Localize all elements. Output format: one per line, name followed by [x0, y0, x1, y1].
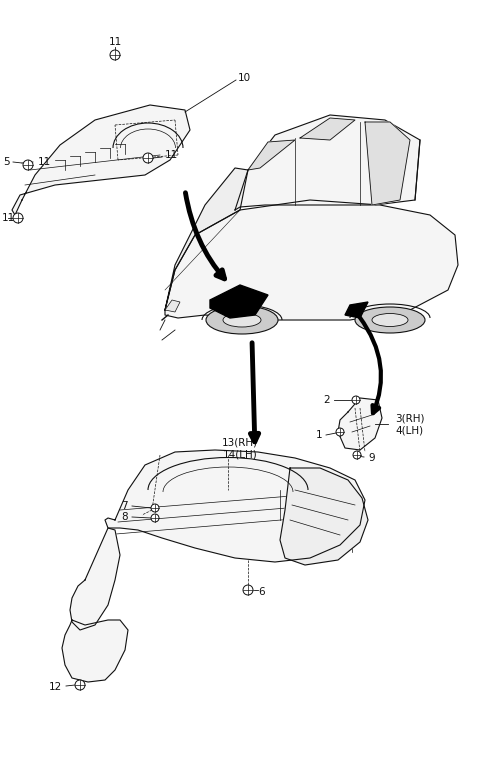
- Circle shape: [75, 680, 85, 690]
- Ellipse shape: [372, 314, 408, 326]
- Circle shape: [13, 213, 23, 223]
- Polygon shape: [248, 140, 295, 170]
- Text: 2: 2: [324, 395, 330, 405]
- Ellipse shape: [206, 306, 278, 334]
- Polygon shape: [210, 285, 268, 318]
- Text: 3(RH): 3(RH): [395, 413, 424, 423]
- Polygon shape: [280, 468, 368, 565]
- Text: 12: 12: [49, 682, 62, 692]
- Polygon shape: [70, 528, 120, 630]
- Polygon shape: [165, 300, 180, 312]
- Text: 11: 11: [2, 213, 15, 223]
- Polygon shape: [345, 302, 368, 318]
- Text: 13(RH): 13(RH): [222, 437, 258, 447]
- FancyArrowPatch shape: [185, 192, 225, 279]
- Circle shape: [151, 504, 159, 512]
- Polygon shape: [235, 115, 420, 210]
- Polygon shape: [338, 398, 382, 450]
- Circle shape: [143, 153, 153, 163]
- Circle shape: [110, 50, 120, 60]
- Polygon shape: [165, 168, 248, 310]
- Text: 8: 8: [121, 512, 128, 522]
- Text: 4(LH): 4(LH): [395, 425, 423, 435]
- Circle shape: [352, 396, 360, 404]
- Text: 10: 10: [238, 73, 251, 83]
- Polygon shape: [165, 200, 458, 320]
- FancyArrowPatch shape: [360, 317, 381, 414]
- Circle shape: [151, 514, 159, 522]
- Ellipse shape: [223, 313, 261, 327]
- Polygon shape: [365, 122, 410, 205]
- Text: 1: 1: [315, 430, 322, 440]
- Text: 11: 11: [165, 150, 178, 160]
- Circle shape: [23, 160, 33, 170]
- Text: 7: 7: [121, 501, 128, 511]
- Polygon shape: [62, 620, 128, 682]
- Polygon shape: [105, 450, 365, 562]
- Text: 9: 9: [368, 453, 374, 463]
- Circle shape: [353, 451, 361, 459]
- FancyArrowPatch shape: [251, 342, 259, 442]
- Polygon shape: [12, 105, 190, 215]
- Text: 11: 11: [108, 37, 121, 47]
- Polygon shape: [300, 118, 355, 140]
- Text: 11: 11: [38, 157, 51, 167]
- Text: 5: 5: [3, 157, 10, 167]
- Ellipse shape: [355, 307, 425, 333]
- Circle shape: [243, 585, 253, 595]
- Text: 14(LH): 14(LH): [223, 449, 257, 459]
- Text: 6: 6: [258, 587, 264, 597]
- Circle shape: [336, 428, 344, 436]
